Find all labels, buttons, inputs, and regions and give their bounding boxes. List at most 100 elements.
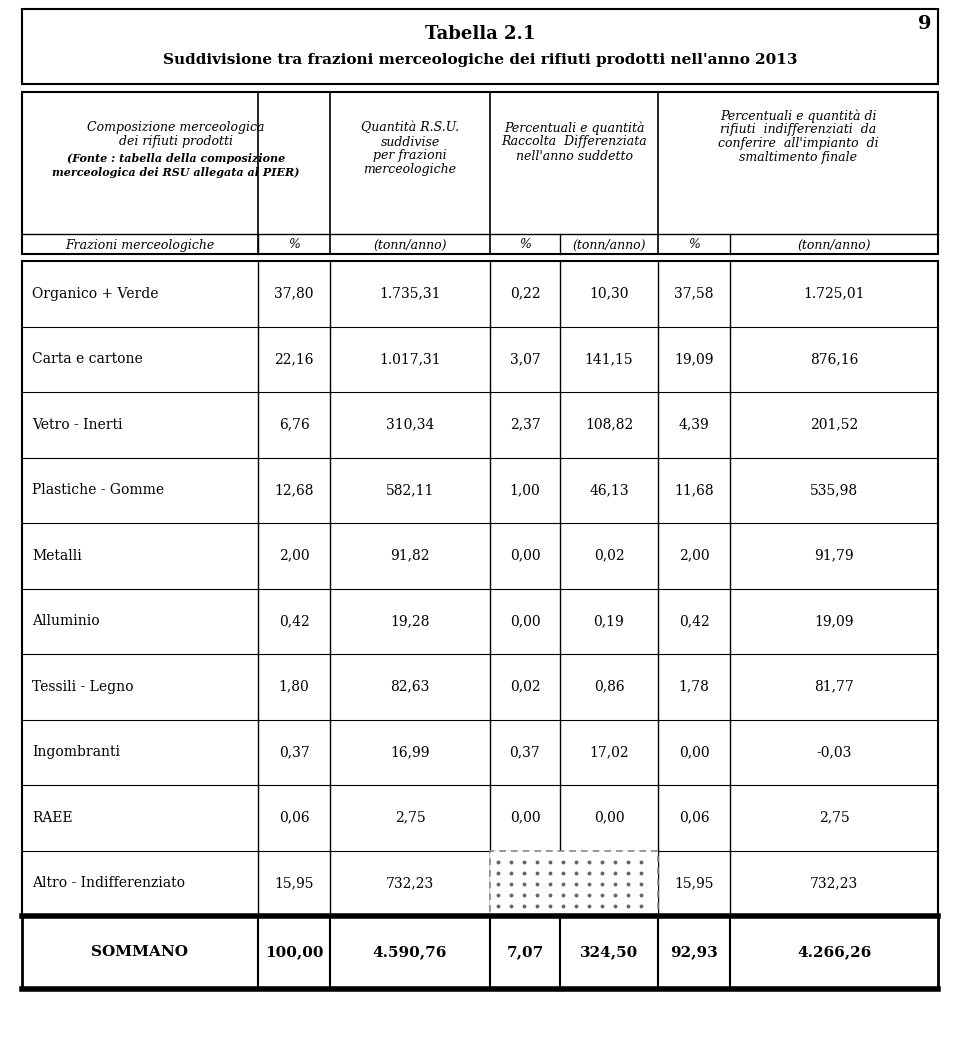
Text: dei rifiuti prodotti: dei rifiuti prodotti	[119, 136, 233, 148]
Bar	[22, 261, 938, 916]
Text: 2,75: 2,75	[819, 811, 850, 825]
Text: 0,42: 0,42	[679, 614, 709, 628]
Text: 535,98: 535,98	[810, 483, 858, 497]
Text: Tabella 2.1: Tabella 2.1	[425, 25, 535, 43]
Text: %: %	[688, 238, 700, 252]
Text: 10,30: 10,30	[589, 287, 629, 301]
Text: smaltimento finale: smaltimento finale	[739, 151, 857, 165]
Text: 141,15: 141,15	[585, 352, 634, 366]
Text: 582,11: 582,11	[386, 483, 434, 497]
Text: RAEE: RAEE	[32, 811, 73, 825]
Text: 16,99: 16,99	[391, 745, 430, 759]
Text: 324,50: 324,50	[580, 946, 638, 959]
Text: (tonn/anno): (tonn/anno)	[797, 238, 871, 252]
Text: 1.735,31: 1.735,31	[379, 287, 441, 301]
Text: 7,07: 7,07	[506, 946, 543, 959]
Text: 2,37: 2,37	[510, 418, 540, 432]
Text: 310,34: 310,34	[386, 418, 434, 432]
Text: 2,75: 2,75	[395, 811, 425, 825]
Text: 0,00: 0,00	[679, 745, 709, 759]
Text: Suddivisione tra frazioni merceologiche dei rifiuti prodotti nell'anno 2013: Suddivisione tra frazioni merceologiche …	[163, 53, 797, 67]
Text: per frazioni: per frazioni	[373, 149, 446, 163]
Text: 4.266,26: 4.266,26	[797, 946, 871, 959]
Text: merceologica dei RSU allegata al PIER): merceologica dei RSU allegata al PIER)	[52, 166, 300, 177]
Text: 15,95: 15,95	[674, 876, 713, 891]
Text: rifiuti  indifferenziati  da: rifiuti indifferenziati da	[720, 123, 876, 137]
Text: 0,06: 0,06	[278, 811, 309, 825]
Text: (Fonte : tabella della composizione: (Fonte : tabella della composizione	[67, 152, 285, 164]
Text: 0,02: 0,02	[510, 680, 540, 694]
Text: Alluminio: Alluminio	[32, 614, 100, 628]
Text: 0,00: 0,00	[510, 549, 540, 563]
Text: 0,42: 0,42	[278, 614, 309, 628]
Text: SOMMANO: SOMMANO	[91, 946, 188, 959]
Text: 81,77: 81,77	[814, 680, 853, 694]
Text: Raccolta  Differenziata: Raccolta Differenziata	[501, 136, 647, 148]
Text: %: %	[288, 238, 300, 252]
Text: 2,00: 2,00	[278, 549, 309, 563]
Text: 0,06: 0,06	[679, 811, 709, 825]
Text: 82,63: 82,63	[391, 680, 430, 694]
Text: 0,00: 0,00	[510, 614, 540, 628]
Text: 0,00: 0,00	[510, 811, 540, 825]
Text: 4,39: 4,39	[679, 418, 709, 432]
Text: Frazioni merceologiche: Frazioni merceologiche	[65, 238, 215, 252]
Text: conferire  all'impianto  di: conferire all'impianto di	[718, 138, 878, 150]
Text: 11,68: 11,68	[674, 483, 714, 497]
Text: 91,79: 91,79	[814, 549, 853, 563]
Text: 6,76: 6,76	[278, 418, 309, 432]
Text: 1.017,31: 1.017,31	[379, 352, 441, 366]
Text: 100,00: 100,00	[265, 946, 324, 959]
Text: 1,00: 1,00	[510, 483, 540, 497]
Text: merceologiche: merceologiche	[364, 164, 457, 176]
Text: 732,23: 732,23	[386, 876, 434, 891]
Bar	[22, 92, 938, 254]
Text: 19,28: 19,28	[391, 614, 430, 628]
Text: %: %	[519, 238, 531, 252]
Text: 0,37: 0,37	[278, 745, 309, 759]
Text: 2,00: 2,00	[679, 549, 709, 563]
Text: 201,52: 201,52	[810, 418, 858, 432]
Text: (tonn/anno): (tonn/anno)	[373, 238, 446, 252]
Text: Carta e cartone: Carta e cartone	[32, 352, 143, 366]
Text: suddivise: suddivise	[380, 136, 440, 148]
Text: 0,00: 0,00	[593, 811, 624, 825]
Text: nell'anno suddetto: nell'anno suddetto	[516, 149, 633, 163]
Bar	[490, 851, 658, 916]
Text: 0,22: 0,22	[510, 287, 540, 301]
Text: 3,07: 3,07	[510, 352, 540, 366]
Text: 0,19: 0,19	[593, 614, 624, 628]
Text: Ingombranti: Ingombranti	[32, 745, 120, 759]
Bar	[22, 916, 938, 989]
Text: 1,78: 1,78	[679, 680, 709, 694]
Text: 0,02: 0,02	[593, 549, 624, 563]
Text: 19,09: 19,09	[814, 614, 853, 628]
Text: 37,58: 37,58	[674, 287, 713, 301]
Text: (tonn/anno): (tonn/anno)	[572, 238, 646, 252]
Text: 91,82: 91,82	[391, 549, 430, 563]
Text: Vetro - Inerti: Vetro - Inerti	[32, 418, 123, 432]
Text: Tessili - Legno: Tessili - Legno	[32, 680, 133, 694]
Text: 22,16: 22,16	[275, 352, 314, 366]
Text: 0,37: 0,37	[510, 745, 540, 759]
Text: 0,86: 0,86	[593, 680, 624, 694]
Text: 108,82: 108,82	[585, 418, 634, 432]
Text: 1,80: 1,80	[278, 680, 309, 694]
Text: Organico + Verde: Organico + Verde	[32, 287, 158, 301]
Text: 37,80: 37,80	[275, 287, 314, 301]
Text: -0,03: -0,03	[816, 745, 852, 759]
Text: 17,02: 17,02	[589, 745, 629, 759]
Text: Altro - Indifferenziato: Altro - Indifferenziato	[32, 876, 185, 891]
Text: 46,13: 46,13	[589, 483, 629, 497]
Text: Percentuali e quantità di: Percentuali e quantità di	[720, 110, 876, 123]
Text: 15,95: 15,95	[275, 876, 314, 891]
Text: 876,16: 876,16	[810, 352, 858, 366]
Text: 732,23: 732,23	[810, 876, 858, 891]
Text: 9: 9	[919, 15, 932, 33]
Text: Quantità R.S.U.: Quantità R.S.U.	[361, 121, 459, 135]
Text: Metalli: Metalli	[32, 549, 82, 563]
Text: 12,68: 12,68	[275, 483, 314, 497]
Text: Percentuali e quantità: Percentuali e quantità	[504, 121, 644, 135]
Text: Plastiche - Gomme: Plastiche - Gomme	[32, 483, 164, 497]
Bar	[22, 9, 938, 84]
